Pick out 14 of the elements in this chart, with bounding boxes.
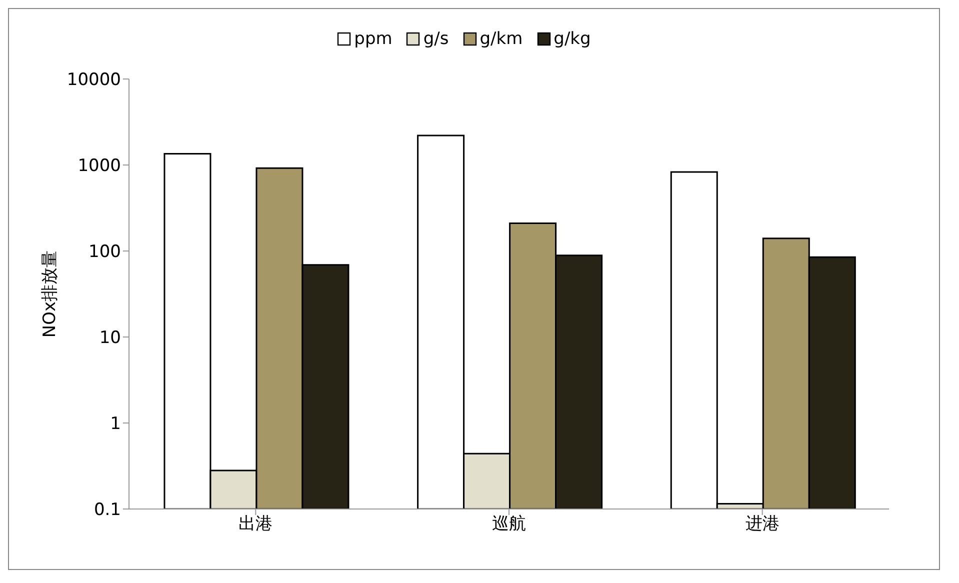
legend-label: g/km [480, 29, 523, 49]
x-tick-label: 出港 [238, 514, 273, 534]
y-tick-label: 0.1 [94, 500, 121, 520]
y-tick-label: 1 [110, 414, 121, 434]
x-tick-label: 进港 [745, 514, 780, 534]
legend-label: g/kg [554, 29, 591, 49]
legend-label: g/s [423, 29, 449, 49]
x-tick-label: 巡航 [492, 514, 526, 534]
y-tick-label: 10000 [66, 70, 121, 90]
legend-label: ppm [354, 29, 392, 49]
y-tick-label: 10 [99, 328, 121, 348]
y-tick-label: 100 [88, 242, 121, 262]
y-tick-label: 1000 [78, 156, 121, 176]
y-axis-title: NOx排放量 [40, 250, 60, 338]
